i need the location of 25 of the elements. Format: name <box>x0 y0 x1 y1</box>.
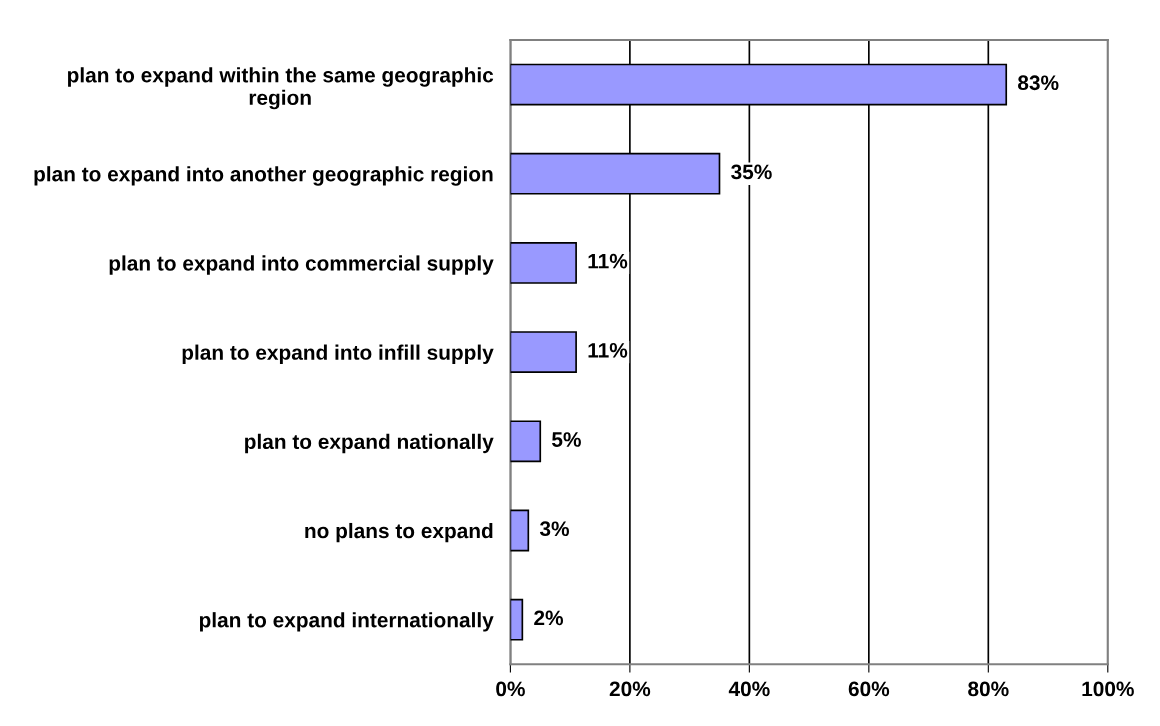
x-tick-label: 80% <box>968 681 1009 697</box>
bar <box>510 331 577 374</box>
y-tick-label: plan to expand nationally <box>245 433 494 454</box>
data-label: 3% <box>539 521 569 537</box>
x-tick-label: 0% <box>496 681 525 697</box>
y-tick-label: plan to expand into another geographic region <box>34 166 493 186</box>
data-label: 83% <box>1018 75 1059 91</box>
y-tick-label: plan to expand into commercial supply <box>109 255 494 275</box>
bar <box>510 598 524 641</box>
x-tick-label: 20% <box>609 681 651 697</box>
y-tick-label: plan to expand internationally <box>199 612 494 632</box>
x-tick-label: 40% <box>728 681 770 697</box>
y-tick-label: plan to expand within the same geographic region <box>68 67 494 110</box>
y-tick-label: no plans to expand <box>305 522 493 543</box>
bar <box>510 509 530 552</box>
y-tick-label: plan to expand into infill supply <box>182 344 494 364</box>
data-label: 35% <box>731 164 772 180</box>
bar <box>510 420 542 463</box>
data-label: 11% <box>588 253 628 269</box>
x-tick-label: 60% <box>848 681 890 697</box>
bar <box>510 242 577 284</box>
data-label: 5% <box>552 432 581 447</box>
data-label: 11% <box>588 343 628 358</box>
x-tick-label: 100% <box>1082 681 1134 697</box>
data-label: 2% <box>534 610 564 626</box>
